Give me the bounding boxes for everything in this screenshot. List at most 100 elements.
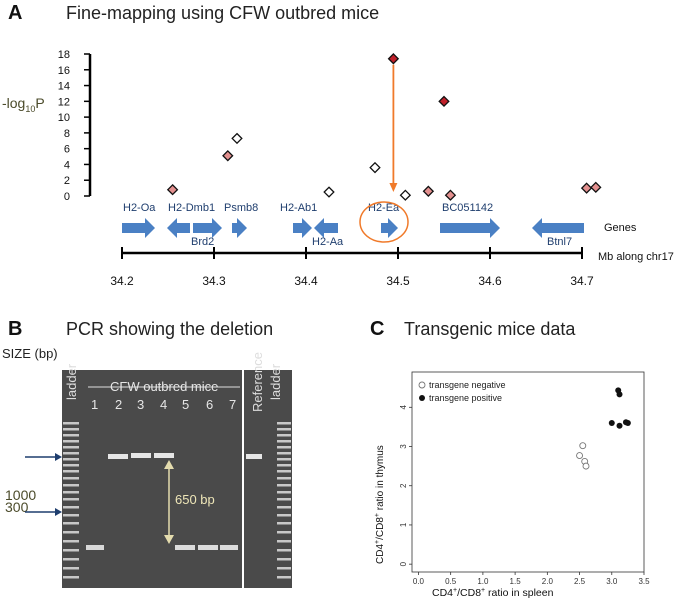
size-label: SIZE (bp) — [2, 346, 58, 361]
y-tick-label: 16 — [58, 65, 70, 77]
y-tick-label: 0 — [64, 191, 70, 203]
snp-point — [399, 189, 412, 201]
gene-arrow — [293, 218, 312, 238]
snp-point — [323, 186, 335, 198]
ladder-band — [277, 422, 291, 425]
marker-1000-arrow-head — [55, 453, 62, 461]
ladder-band — [277, 484, 291, 487]
band-lane-2 — [108, 454, 128, 459]
y-axis-label: -log10P — [2, 95, 45, 114]
ladder-band — [277, 558, 291, 561]
c-y-tick-label: 4 — [399, 405, 408, 410]
transgenic-scatter: CD4+/CD8+ ratio in thymus CD4+/CD8+ rati… — [374, 371, 650, 598]
snp-point — [222, 150, 234, 162]
snp-point — [444, 189, 457, 201]
snp-point — [387, 53, 400, 65]
c-x-axis-label: CD4+/CD8+ ratio in spleen — [432, 587, 554, 598]
deletion-label: 650 bp — [175, 492, 215, 507]
panel-a-title: Fine-mapping using CFW outbred mice — [66, 3, 380, 23]
gel-main — [62, 370, 242, 588]
panel-c-title: Transgenic mice data — [404, 319, 576, 339]
lead-snp-arrow — [389, 64, 398, 192]
ladder-band — [63, 464, 79, 467]
arrow-head — [389, 183, 398, 192]
legend-positive-marker — [419, 395, 425, 401]
band-lane-3 — [131, 453, 151, 458]
gene-arrow — [440, 218, 500, 238]
gene-track — [122, 218, 584, 238]
c-x-tick-label: 0.0 — [413, 577, 425, 586]
genes-label: Genes — [604, 222, 637, 234]
lane-number: 6 — [206, 397, 213, 412]
gene-arrow — [193, 218, 222, 238]
gene-arrow — [122, 218, 155, 238]
ladder-band — [277, 440, 291, 443]
ladder-band — [63, 576, 79, 579]
gene-arrow — [232, 218, 247, 238]
highlight-circle — [359, 201, 409, 243]
c-y-tick-label: 2 — [399, 483, 408, 488]
c-x-tick-label: 1.5 — [510, 577, 522, 586]
y-tick-label: 10 — [58, 112, 70, 124]
positive-point — [616, 422, 623, 429]
gene-arrow — [532, 218, 584, 238]
x-tick-label: 34.5 — [386, 274, 410, 288]
marker-300-arrow-head — [55, 508, 62, 516]
negative-point — [576, 452, 584, 459]
positive-point — [616, 391, 623, 398]
c-y-tick-label: 0 — [399, 561, 408, 566]
positive-point — [608, 419, 615, 426]
ladder-band — [63, 458, 79, 461]
ladder-band — [277, 470, 291, 473]
c-points — [576, 387, 631, 470]
gene-label: H2-Aa — [312, 236, 344, 248]
ladder-band — [277, 522, 291, 525]
mb-label: Mb along chr17 — [598, 251, 674, 263]
ladder-band — [277, 567, 291, 570]
panel-c-letter: C — [370, 318, 385, 340]
y-tick-label: 12 — [58, 96, 70, 108]
ladder-band — [277, 506, 291, 509]
gene-arrow — [314, 218, 338, 238]
snp-point — [422, 185, 435, 197]
c-x-tick-label: 2.0 — [542, 577, 554, 586]
c-x-tick-label: 3.0 — [606, 577, 618, 586]
ladder-band — [277, 540, 291, 543]
band-lane-4 — [154, 453, 174, 458]
ladder-band — [277, 477, 291, 480]
ladder-band — [63, 522, 79, 525]
y-tick-label: 18 — [58, 49, 70, 61]
ladder-band — [63, 452, 79, 455]
c-x-tick-label: 1.0 — [477, 577, 489, 586]
reference-label: Reference — [250, 352, 265, 412]
ladder-band — [63, 514, 79, 517]
x-axis-ticks: 34.2 34.3 34.4 34.5 34.6 34.7 — [110, 247, 594, 288]
band-lane-5 — [175, 545, 195, 550]
ladder-band — [277, 434, 291, 437]
gene-label: Btnl7 — [547, 236, 572, 248]
lane-number: 5 — [182, 397, 189, 412]
ladder-band — [63, 531, 79, 534]
ladder-band — [63, 470, 79, 473]
ladder-band — [63, 428, 79, 431]
x-tick-label: 34.4 — [294, 274, 318, 288]
y-tick-label: 2 — [64, 175, 70, 187]
ladder-band — [63, 491, 79, 494]
x-tick-label: 34.2 — [110, 274, 134, 288]
lane-number: 4 — [160, 397, 167, 412]
ladder-band — [277, 446, 291, 449]
ladder-band — [63, 484, 79, 487]
ladder-band — [63, 506, 79, 509]
ladder-band — [63, 540, 79, 543]
snp-point — [369, 161, 381, 174]
c-y-tick-label: 1 — [399, 522, 408, 527]
ladder-band — [63, 567, 79, 570]
y-tick-label: 6 — [64, 144, 70, 156]
c-x-tick-label: 0.5 — [445, 577, 457, 586]
negative-point — [582, 462, 590, 470]
panel-b-letter: B — [8, 318, 23, 340]
ladder-band — [63, 440, 79, 443]
ladder-bands-left — [63, 422, 79, 579]
gene-label: H2-Ea — [368, 202, 400, 214]
panel-b-title: PCR showing the deletion — [66, 319, 274, 339]
